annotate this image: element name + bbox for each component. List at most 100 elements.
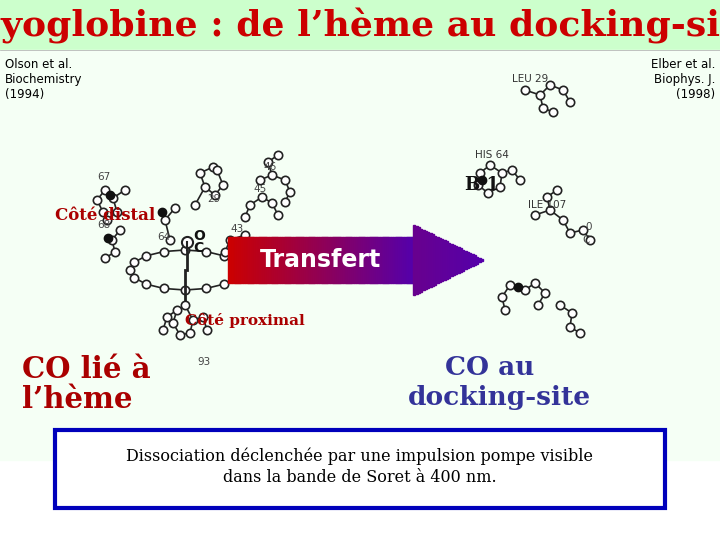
- Bar: [383, 237, 386, 283]
- Bar: [441, 239, 444, 281]
- Bar: [369, 237, 371, 283]
- Bar: [232, 237, 234, 283]
- Bar: [396, 237, 399, 283]
- Text: 45: 45: [253, 184, 266, 194]
- Text: C: C: [582, 235, 590, 245]
- Bar: [446, 241, 448, 279]
- Bar: [265, 237, 267, 283]
- Bar: [289, 237, 292, 283]
- Bar: [306, 237, 308, 283]
- Bar: [405, 237, 408, 283]
- Bar: [336, 237, 338, 283]
- Bar: [346, 237, 348, 283]
- Bar: [411, 237, 413, 283]
- Bar: [387, 237, 390, 283]
- Bar: [258, 237, 260, 283]
- Bar: [404, 237, 406, 283]
- Text: Olson et al.
Biochemistry
(1994): Olson et al. Biochemistry (1994): [5, 58, 83, 101]
- Bar: [317, 237, 319, 283]
- Bar: [469, 253, 472, 267]
- Text: B 1: B 1: [465, 176, 499, 194]
- Bar: [337, 237, 340, 283]
- Bar: [300, 237, 302, 283]
- Bar: [400, 237, 402, 283]
- Bar: [379, 237, 382, 283]
- Bar: [330, 237, 332, 283]
- Bar: [378, 237, 380, 283]
- Bar: [307, 237, 310, 283]
- Bar: [239, 237, 241, 283]
- Bar: [311, 237, 314, 283]
- Bar: [280, 237, 282, 283]
- Bar: [478, 258, 481, 262]
- Text: 93: 93: [197, 357, 210, 367]
- Bar: [243, 237, 245, 283]
- Text: 46: 46: [263, 162, 276, 172]
- Bar: [294, 237, 297, 283]
- Bar: [333, 237, 336, 283]
- Text: l’hème: l’hème: [22, 385, 132, 414]
- Bar: [298, 237, 301, 283]
- Bar: [425, 231, 427, 289]
- Bar: [352, 237, 354, 283]
- Bar: [423, 230, 425, 291]
- Bar: [457, 247, 459, 273]
- Text: 67: 67: [97, 172, 110, 182]
- Bar: [409, 237, 412, 283]
- Bar: [374, 237, 377, 283]
- Bar: [474, 255, 476, 265]
- Bar: [259, 237, 262, 283]
- Bar: [341, 237, 343, 283]
- Bar: [248, 237, 251, 283]
- Bar: [263, 237, 266, 283]
- Bar: [228, 237, 230, 283]
- Bar: [462, 249, 464, 271]
- Bar: [285, 237, 288, 283]
- Bar: [320, 237, 323, 283]
- Bar: [376, 237, 378, 283]
- Bar: [361, 237, 364, 283]
- Bar: [256, 237, 258, 283]
- Bar: [444, 240, 446, 280]
- Bar: [408, 237, 410, 283]
- Bar: [358, 237, 360, 283]
- Bar: [385, 237, 387, 283]
- Bar: [297, 237, 299, 283]
- Bar: [418, 227, 420, 293]
- Text: CO lié à: CO lié à: [22, 355, 150, 384]
- Bar: [302, 237, 305, 283]
- Bar: [276, 237, 279, 283]
- Bar: [371, 237, 373, 283]
- Text: 29: 29: [207, 194, 220, 204]
- Bar: [348, 237, 351, 283]
- Text: Myoglobine : de l’hème au docking-site: Myoglobine : de l’hème au docking-site: [0, 8, 720, 44]
- Bar: [420, 228, 423, 292]
- Text: O: O: [193, 229, 205, 243]
- Bar: [274, 237, 276, 283]
- Text: C: C: [193, 241, 203, 255]
- Bar: [55, 430, 665, 508]
- Text: Côté proximal: Côté proximal: [185, 313, 305, 327]
- Text: Dissociation déclenchée par une impulsion pompe visible: Dissociation déclenchée par une impulsio…: [127, 447, 593, 465]
- Bar: [238, 237, 240, 283]
- Bar: [436, 237, 438, 284]
- Bar: [269, 237, 271, 283]
- Text: Elber et al.
Biophys. J.
(1998): Elber et al. Biophys. J. (1998): [651, 58, 715, 101]
- Bar: [233, 237, 236, 283]
- Bar: [365, 237, 367, 283]
- Bar: [464, 251, 467, 269]
- Text: ILE 107: ILE 107: [528, 200, 566, 210]
- Bar: [350, 237, 353, 283]
- Bar: [382, 237, 384, 283]
- Bar: [363, 237, 366, 283]
- Text: 0: 0: [585, 222, 592, 232]
- Bar: [252, 237, 254, 283]
- Bar: [343, 237, 345, 283]
- Bar: [254, 237, 256, 283]
- Bar: [278, 237, 280, 283]
- Bar: [315, 237, 318, 283]
- Bar: [235, 237, 238, 283]
- Text: LEU 29: LEU 29: [512, 74, 548, 84]
- Bar: [450, 244, 453, 276]
- Bar: [272, 237, 275, 283]
